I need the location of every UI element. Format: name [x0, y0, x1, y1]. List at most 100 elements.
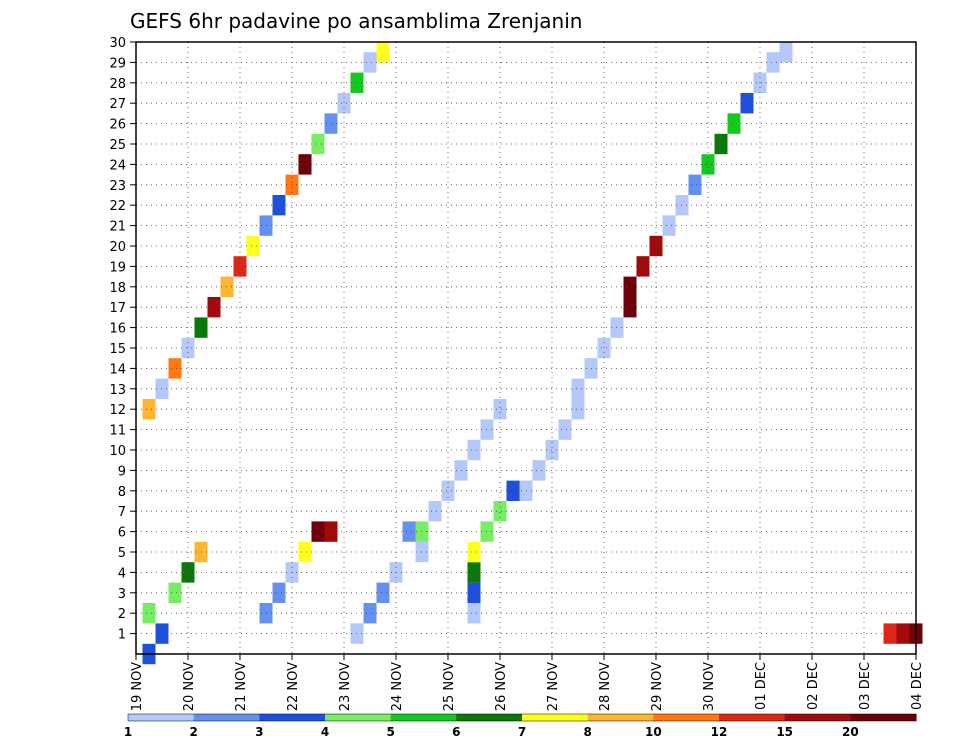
heatmap-cell	[376, 42, 390, 63]
heatmap-cell	[779, 42, 793, 63]
colorbar-label: 3	[255, 725, 263, 739]
colorbar-label: 4	[321, 725, 329, 739]
grid-lines	[136, 41, 916, 654]
x-tick-label: 29 NOV	[650, 662, 665, 711]
heatmap-cell	[896, 623, 910, 644]
y-tick-label: 18	[109, 281, 126, 296]
colorbar-swatch	[390, 714, 457, 721]
heatmap-cell	[376, 582, 390, 603]
y-tick-label: 24	[109, 158, 126, 173]
y-tick-label: 6	[118, 526, 126, 541]
heatmap-cell	[246, 235, 260, 257]
y-tick-label: 23	[109, 179, 126, 194]
y-tick-label: 9	[118, 464, 126, 479]
y-tick-label: 4	[118, 566, 126, 581]
x-tick-label: 20 NOV	[182, 662, 197, 711]
heatmap-cell	[493, 399, 507, 420]
y-tick-label: 15	[109, 342, 126, 357]
colorbar-label: 15	[776, 725, 793, 739]
colorbar-label: 1	[124, 725, 132, 739]
y-tick-label: 13	[109, 383, 126, 398]
heatmap-cell	[142, 603, 156, 624]
heatmap-cell	[467, 439, 481, 461]
y-tick-label: 30	[109, 36, 126, 51]
x-tick-label: 02 DEC	[806, 662, 821, 710]
colorbar-label: 10	[645, 725, 662, 739]
x-axis-ticks: 19 NOV 20 NOV 21 NOV 22 NOV 23 NOV 24 NOV 25 N…	[130, 654, 925, 711]
colorbar-swatch	[850, 714, 917, 721]
heatmap-cell	[311, 521, 325, 542]
y-tick-label: 27	[109, 97, 126, 112]
colorbar-label: 6	[452, 725, 460, 739]
heatmap-cell	[636, 256, 650, 277]
heatmap-cell	[623, 276, 637, 297]
y-tick-label: 16	[109, 322, 126, 337]
y-tick-label: 7	[118, 505, 126, 520]
heatmap-cell	[272, 582, 286, 603]
y-tick-label: 12	[109, 403, 126, 418]
colorbar-swatch	[259, 714, 326, 721]
y-tick-label: 5	[118, 546, 126, 561]
y-tick-label: 21	[109, 220, 126, 235]
colorbar-swatch	[325, 714, 392, 721]
y-tick-label: 29	[109, 56, 126, 71]
y-tick-label: 3	[118, 587, 126, 602]
y-tick-label: 17	[109, 301, 126, 316]
colorbar-swatch	[784, 714, 851, 721]
x-tick-label: 27 NOV	[546, 662, 561, 711]
y-tick-label: 2	[118, 607, 126, 622]
x-tick-label: 03 DEC	[858, 662, 873, 710]
chart-title: GEFS 6hr padavine po ansamblima Zrenjani…	[130, 9, 582, 33]
heatmap-cell	[571, 399, 585, 420]
y-tick-label: 28	[109, 77, 126, 92]
x-tick-label: 28 NOV	[598, 662, 613, 711]
colorbar-label: 20	[842, 725, 859, 739]
heatmap-cell	[662, 215, 676, 236]
heatmap-cell	[142, 399, 156, 420]
heatmap-cell	[363, 603, 377, 624]
colorbar-label: 2	[189, 725, 197, 739]
y-tick-label: 19	[109, 260, 126, 275]
heatmap-cell	[493, 501, 507, 522]
heatmap-cell	[701, 154, 715, 175]
heatmap-cell	[467, 582, 481, 603]
heatmap-cell	[168, 358, 182, 379]
colorbar-frame	[127, 713, 917, 722]
heatmap-cell	[467, 541, 481, 563]
heatmap-cell	[558, 419, 572, 440]
heatmap-cell	[298, 154, 312, 175]
colorbar-swatch	[719, 714, 786, 721]
x-tick-label: 19 NOV	[130, 662, 145, 711]
x-tick-label: 25 NOV	[442, 662, 457, 711]
x-tick-label: 01 DEC	[754, 662, 769, 710]
heatmap-cell	[272, 195, 286, 216]
colorbar-swatch	[587, 714, 654, 721]
x-tick-label: 21 NOV	[234, 662, 249, 711]
heatmap-cell	[298, 541, 312, 563]
y-tick-label: 26	[109, 118, 126, 133]
colorbar-swatch	[456, 714, 523, 721]
colorbar: 1 2 3 4 5 6 7 8 10 12 15 20	[124, 713, 917, 739]
colorbar-swatch	[522, 714, 589, 721]
heatmap-cell	[623, 297, 637, 318]
heatmap-cell	[207, 297, 221, 318]
colorbar-swatch	[653, 714, 720, 721]
heatmap-cell	[467, 603, 481, 624]
y-tick-label: 25	[109, 138, 126, 153]
x-tick-label: 30 NOV	[702, 662, 717, 711]
colorbar-swatch	[193, 714, 260, 721]
heatmap-cell	[467, 562, 481, 583]
heatmap-cell	[688, 174, 702, 195]
heatmap-cell	[441, 480, 455, 501]
y-tick-label: 20	[109, 240, 126, 255]
heatmap-cell	[337, 93, 351, 114]
heatmap-cell	[727, 113, 741, 134]
heatmap-cell	[363, 52, 377, 73]
colorbar-label: 12	[711, 725, 728, 739]
heatmap-cell	[532, 460, 546, 481]
y-tick-label: 1	[118, 628, 126, 643]
y-tick-label: 11	[109, 424, 126, 439]
heatmap-cell	[766, 52, 780, 73]
colorbar-swatch	[128, 714, 195, 721]
